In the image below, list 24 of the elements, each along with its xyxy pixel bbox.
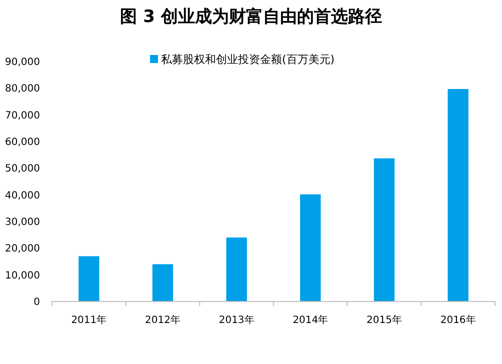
- x-tick-label: 2013年: [218, 314, 254, 326]
- x-tick-label: 2011年: [71, 314, 107, 326]
- y-tick-label: 90,000: [5, 57, 40, 68]
- y-tick-label: 20,000: [5, 244, 40, 255]
- y-tick-label: 10,000: [5, 270, 40, 282]
- y-tick-label: 50,000: [5, 164, 40, 175]
- y-tick-label: 30,000: [5, 217, 40, 228]
- bar: [300, 194, 321, 301]
- y-tick-label: 80,000: [5, 84, 40, 95]
- x-tick-label: 2012年: [145, 314, 180, 326]
- y-tick-label: 0: [34, 297, 40, 308]
- x-tick-label: 2016年: [440, 314, 476, 326]
- x-tick-label: 2015年: [366, 314, 402, 326]
- y-tick-label: 40,000: [5, 190, 40, 202]
- y-tick-label: 60,000: [5, 137, 40, 148]
- bar: [152, 264, 174, 301]
- y-tick-label: 70,000: [5, 110, 40, 122]
- bar: [226, 238, 247, 301]
- legend-label: 私募股权和创业投资金额(百万美元): [161, 53, 335, 66]
- bar: [78, 256, 100, 301]
- x-tick-label: 2014年: [292, 314, 328, 326]
- bar: [374, 158, 395, 301]
- chart-title: 图 3 创业成为财富自由的首选路径: [120, 7, 382, 27]
- bar: [448, 89, 468, 301]
